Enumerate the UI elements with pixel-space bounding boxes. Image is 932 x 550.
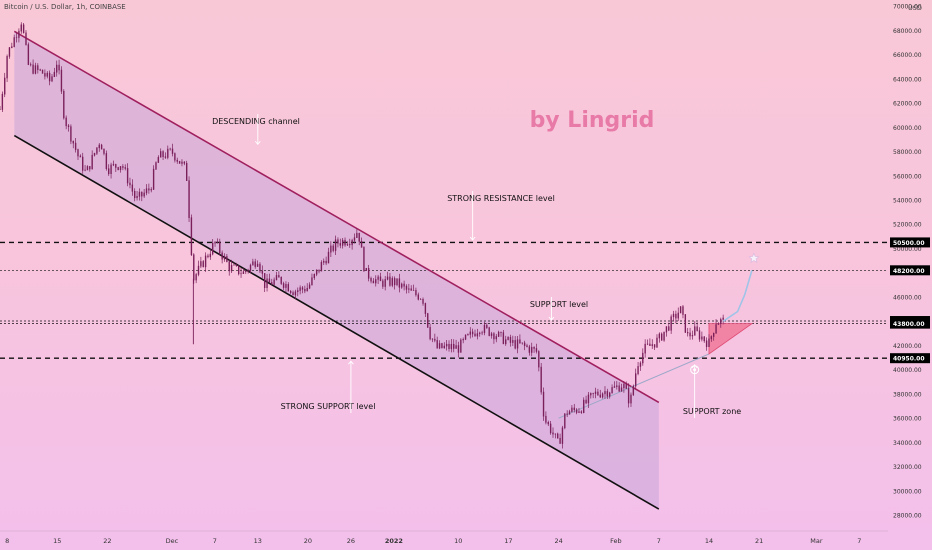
annotation-label: SUPPORT zone: [683, 407, 741, 416]
target-star-icon: [748, 252, 760, 263]
y-tick-label: 50000.00: [893, 246, 922, 253]
watermark-text: by Lingrid: [530, 108, 655, 133]
annotation-arrow-head: [348, 360, 354, 365]
x-tick-label: 8: [5, 537, 9, 545]
y-tick-label: 60000.00: [893, 125, 922, 132]
y-tick-label: 56000.00: [893, 173, 922, 180]
y-tick-label: 34000.00: [893, 440, 922, 447]
y-tick-label: 66000.00: [893, 52, 922, 59]
x-tick-label: 7: [213, 537, 217, 545]
candles-group: [0, 22, 724, 449]
level-badge: [890, 318, 930, 329]
y-tick-label: 52000.00: [893, 222, 922, 229]
y-tick-label: 32000.00: [893, 464, 922, 471]
y-tick-label: 36000.00: [893, 416, 922, 423]
x-tick-label: Mar: [810, 537, 823, 545]
annotation-arrow-head: [254, 140, 261, 145]
x-tick-label: 22: [103, 537, 111, 545]
y-tick-label: 40000.00: [893, 367, 922, 374]
y-tick-label: 64000.00: [893, 76, 922, 83]
y-tick-label: 46000.00: [893, 294, 922, 301]
y-tick-label: 54000.00: [893, 198, 922, 205]
projection-path: [722, 270, 753, 322]
level-badge-text: 40950.00: [893, 356, 925, 363]
x-tick-label: 7: [657, 537, 661, 545]
annotation-label: STRONG RESISTANCE level: [447, 194, 555, 203]
x-tick-label: 21: [755, 537, 763, 545]
symbol-header: Bitcoin / U.S. Dollar, 1h, COINBASE: [4, 3, 126, 11]
level-badge: [890, 353, 930, 364]
channel-lower-line: [13, 134, 660, 510]
y-tick-label: 62000.00: [893, 101, 922, 108]
y-tick-label: 28000.00: [893, 513, 922, 520]
x-tick-label: Dec: [166, 537, 179, 545]
annotation-arrow-head: [548, 316, 555, 321]
y-tick-label: 70000.00: [893, 4, 922, 11]
x-tick-label: 24: [554, 537, 562, 545]
level-badge: [890, 265, 930, 276]
currency-label: USD: [908, 4, 922, 12]
x-tick-label: 10: [454, 537, 462, 545]
x-tick-label: 26: [347, 537, 355, 545]
y-tick-label: 68000.00: [893, 28, 922, 35]
x-tick-label: Feb: [610, 537, 622, 545]
support-zone-marker-dot: [693, 368, 697, 372]
support-zone-marker: [690, 365, 700, 375]
x-tick-label: 7: [857, 537, 861, 545]
annotation-label: STRONG SUPPORT level: [281, 402, 376, 411]
x-tick-label: 20: [304, 537, 312, 545]
annotation-arrow-head: [469, 236, 476, 241]
annotation-label: DESCENDING channel: [212, 117, 300, 126]
level-badge-text: 48200.00: [893, 268, 925, 275]
annotation-label: SUPPORT level: [530, 300, 588, 309]
y-tick-label: 30000.00: [893, 488, 922, 495]
y-tick-label: 38000.00: [893, 391, 922, 398]
x-tick-label: 14: [705, 537, 713, 545]
x-tick-label: 17: [504, 537, 512, 545]
y-tick-label: 42000.00: [893, 343, 922, 350]
y-tick-label: 58000.00: [893, 149, 922, 156]
channel-upper-line: [13, 30, 660, 404]
x-tick-label: 2022: [385, 537, 403, 545]
x-tick-label: 13: [254, 537, 262, 545]
level-badge-text: 43800.00: [893, 321, 925, 328]
x-tick-label: 15: [53, 537, 61, 545]
annotation-arrow-head: [691, 364, 698, 369]
level-badge-text: 50500.00: [893, 240, 925, 247]
level-badge: [890, 237, 930, 248]
